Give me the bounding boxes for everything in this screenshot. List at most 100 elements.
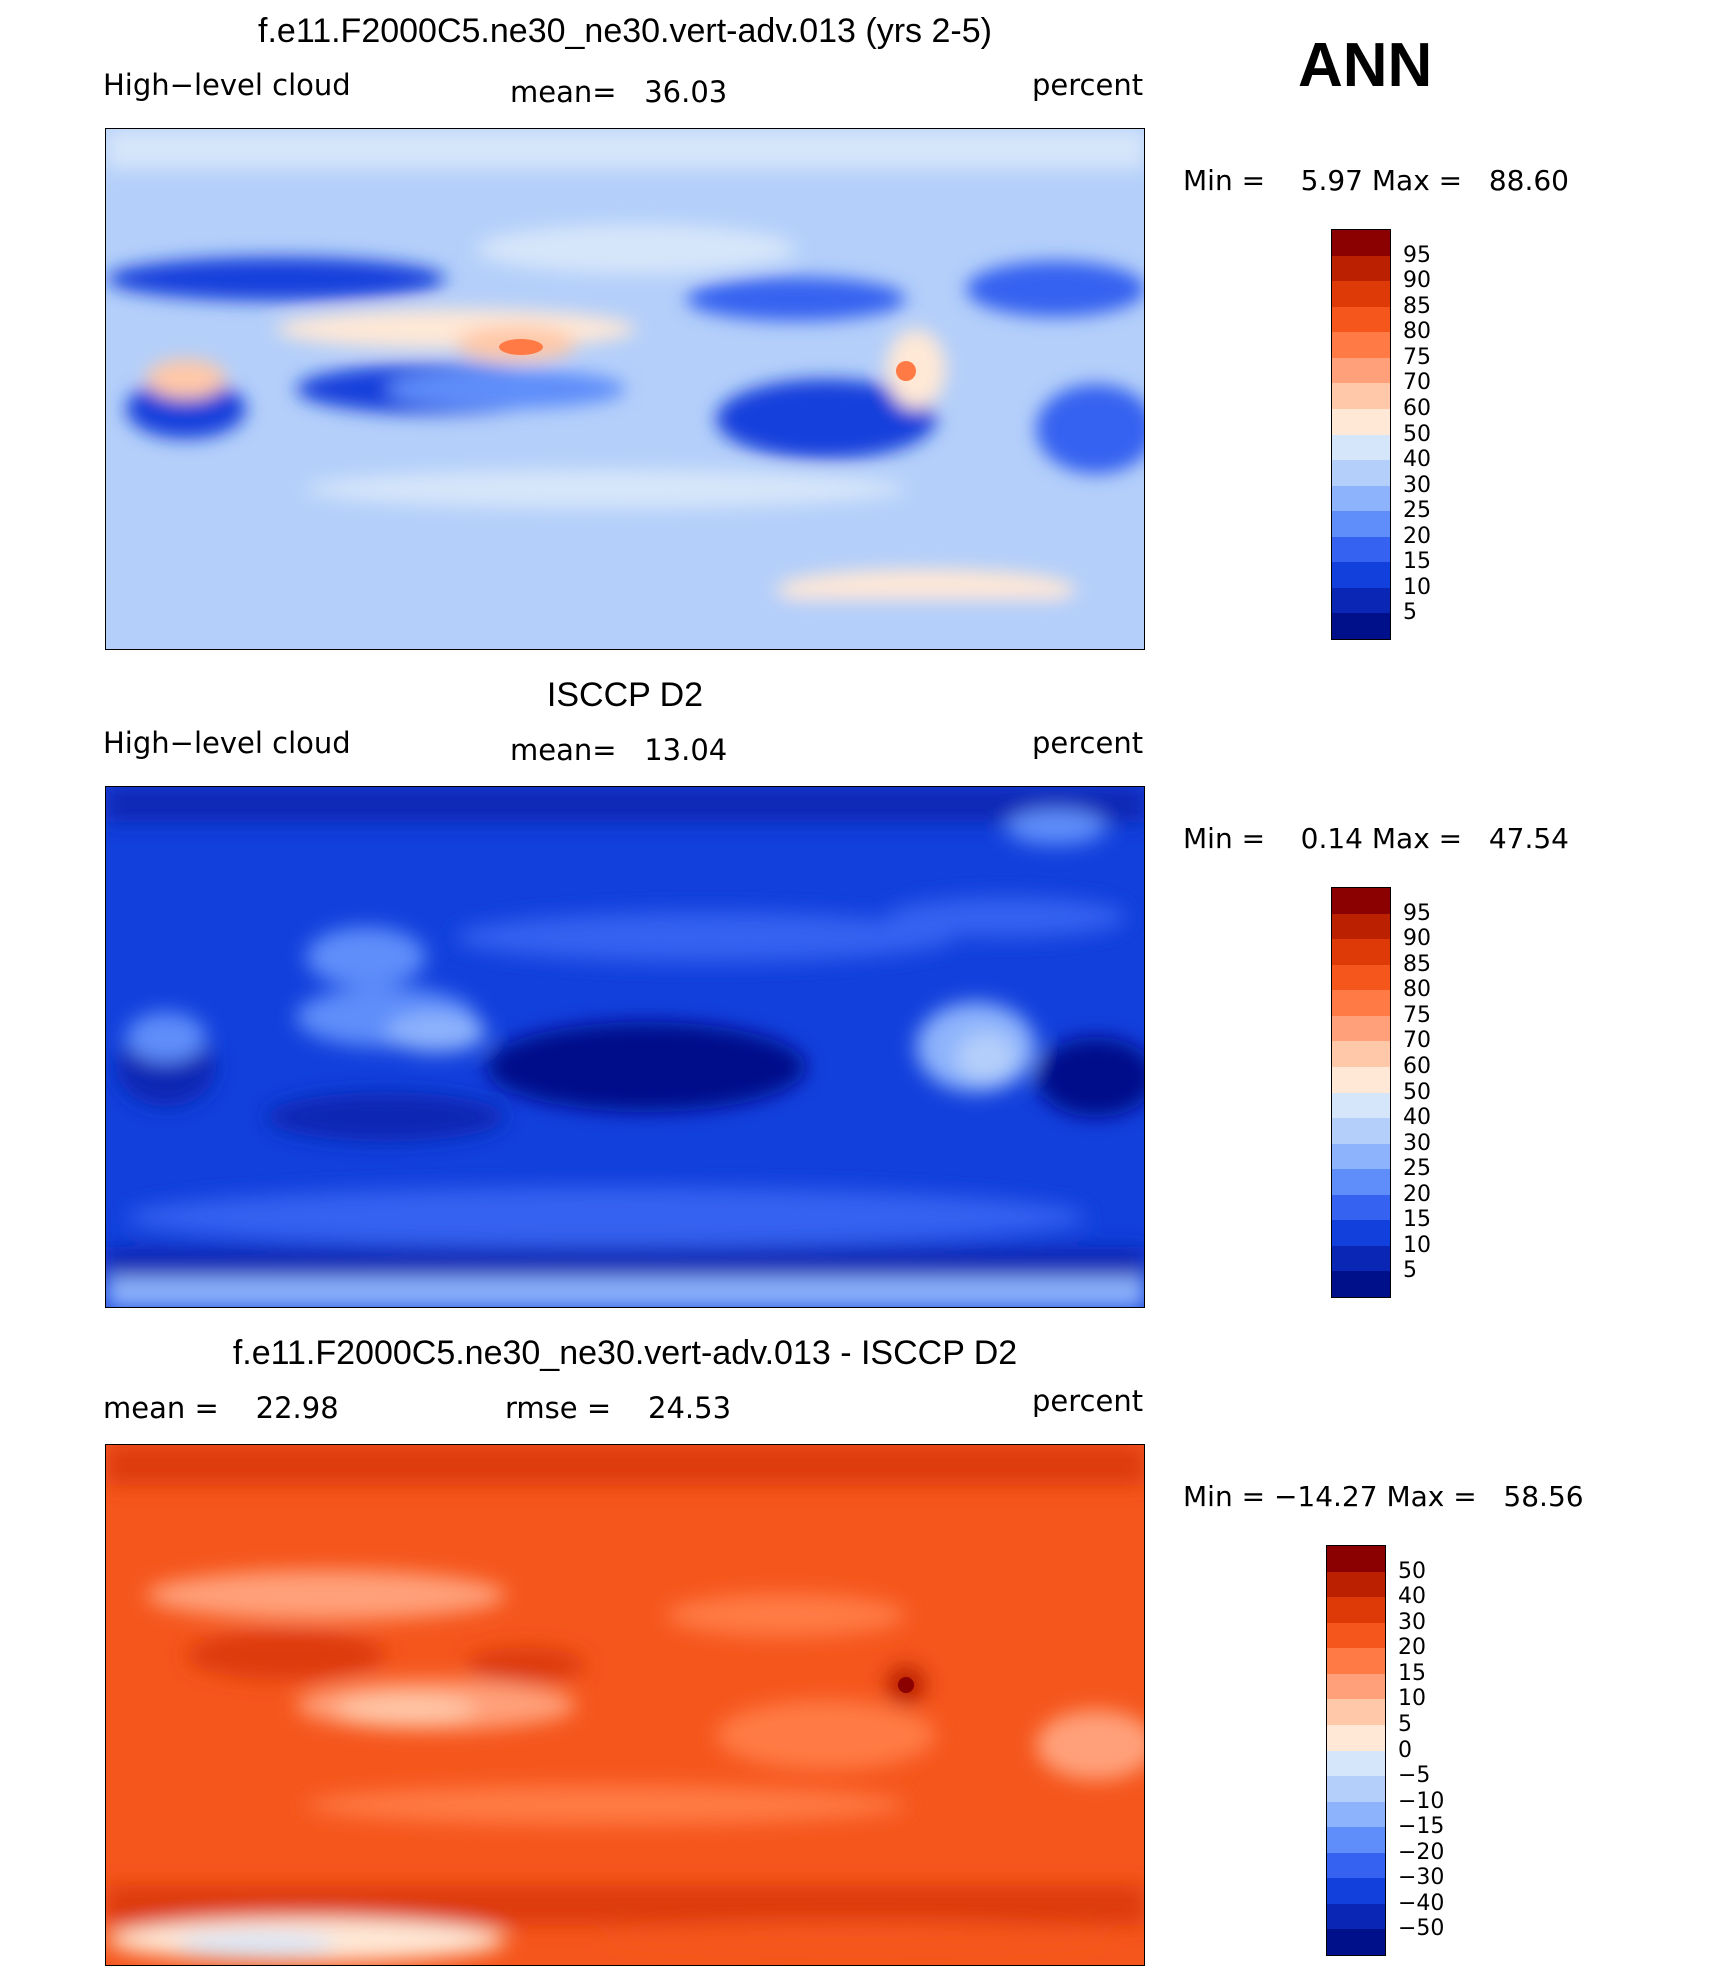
colorbar-swatch [1327,1622,1385,1649]
colorbar-tick-label: 50 [1403,421,1431,447]
colorbar-swatch [1332,485,1390,512]
colorbar-swatch [1332,1271,1390,1297]
colorbar-tick-label: 75 [1403,344,1431,370]
colorbar-swatch [1327,1648,1385,1674]
colorbar-tick-label: 80 [1403,319,1431,345]
colorbar-tick-label: 15 [1403,1207,1431,1233]
colorbar-swatch [1332,281,1390,307]
colorbar-swatch [1332,230,1390,256]
panel-1-title: f.e11.F2000C5.ne30_ne30.vert-adv.013 (yr… [258,12,992,50]
colorbar-swatch [1332,306,1390,333]
colorbar-swatch [1327,1903,1385,1930]
colorbar-tick-label: 85 [1403,293,1431,319]
colorbar-tick-label: 90 [1403,268,1431,294]
colorbar-swatch [1332,434,1390,461]
colorbar-swatch [1327,1597,1385,1623]
colorbar-tick-label: 15 [1403,549,1431,575]
colorbar-tick-label: 30 [1403,472,1431,498]
colorbar-swatch [1327,1827,1385,1853]
colorbar-swatch [1332,888,1390,914]
colorbar-tick-label: 95 [1403,900,1431,926]
colorbar-swatch [1332,562,1390,588]
panel-2-title: ISCCP D2 [546,676,704,714]
colorbar-tick-label: −15 [1398,1814,1445,1840]
colorbar-tick-label: 50 [1403,1079,1431,1105]
colorbar-swatch [1332,990,1390,1016]
colorbar-swatch [1332,1194,1390,1221]
colorbar-tick-label: 95 [1403,242,1431,268]
colorbar-tick-label: 60 [1403,1053,1431,1079]
colorbar-swatch [1332,408,1390,435]
colorbar-tick-label: −30 [1398,1865,1445,1891]
colorbar-tick-label: 30 [1398,1609,1426,1635]
colorbar-tick-label: 15 [1398,1660,1426,1686]
colorbar-tick-label: 20 [1403,523,1431,549]
colorbar-swatch [1332,460,1390,486]
colorbar-swatch [1332,1220,1390,1246]
colorbar-tick-label: 40 [1398,1584,1426,1610]
colorbar-swatch [1327,1673,1385,1700]
colorbar-tick-label: −10 [1398,1788,1445,1814]
colorbar-swatch [1327,1571,1385,1598]
colorbar-tick-label: 5 [1403,1258,1417,1284]
colorbar-swatch [1332,357,1390,384]
panel-2-units-label: percent [1032,726,1144,760]
colorbar-swatch [1332,913,1390,940]
panel-2-colorbar [1331,887,1391,1298]
panel-1-units-label: percent [1032,68,1144,102]
colorbar-tick-label: 50 [1398,1558,1426,1584]
colorbar-tick-label: 40 [1403,1105,1431,1131]
colorbar-tick-label: 75 [1403,1002,1431,1028]
colorbar-tick-label: 0 [1398,1737,1412,1763]
colorbar-swatch [1327,1776,1385,1802]
panel-1-map [105,128,1145,650]
colorbar-tick-label: 25 [1403,498,1431,524]
colorbar-swatch [1332,587,1390,614]
panel-3-colorbar [1326,1545,1386,1956]
colorbar-swatch [1327,1878,1385,1904]
colorbar-tick-label: 20 [1398,1635,1426,1661]
colorbar-swatch [1332,332,1390,358]
panel-2-map [105,786,1145,1308]
colorbar-tick-label: −20 [1398,1839,1445,1865]
colorbar-swatch [1332,939,1390,965]
colorbar-tick-label: 10 [1403,574,1431,600]
colorbar-swatch [1332,1118,1390,1144]
panel-1-mean-label: mean= 36.03 [510,75,728,109]
colorbar-swatch [1327,1724,1385,1751]
colorbar-swatch [1327,1929,1385,1955]
colorbar-swatch [1332,1143,1390,1170]
colorbar-tick-label: 10 [1403,1232,1431,1258]
colorbar-tick-label: 70 [1403,370,1431,396]
colorbar-swatch [1332,536,1390,563]
colorbar-swatch [1327,1750,1385,1777]
colorbar-tick-label: 10 [1398,1686,1426,1712]
colorbar-swatch [1332,964,1390,991]
colorbar-tick-label: −50 [1398,1916,1445,1942]
panel-2-mean-label: mean= 13.04 [510,733,728,767]
panel-3-mean-label: mean = 22.98 [103,1391,339,1425]
colorbar-tick-label: 60 [1403,395,1431,421]
colorbar-swatch [1327,1852,1385,1879]
colorbar-swatch [1332,511,1390,537]
season-label: ANN [1298,31,1433,100]
panel-3-title: f.e11.F2000C5.ne30_ne30.vert-adv.013 - I… [232,1334,1018,1372]
colorbar-swatch [1332,1041,1390,1067]
colorbar-tick-label: 5 [1398,1711,1412,1737]
colorbar-swatch [1327,1546,1385,1572]
colorbar-tick-label: 25 [1403,1156,1431,1182]
colorbar-tick-label: 30 [1403,1130,1431,1156]
colorbar-tick-label: 80 [1403,977,1431,1003]
panel-3-units-label: percent [1032,1384,1144,1418]
colorbar-swatch [1332,1169,1390,1195]
panel-3-rmse-label: rmse = 24.53 [505,1391,732,1425]
colorbar-tick-label: 70 [1403,1028,1431,1054]
colorbar-tick-label: −40 [1398,1890,1445,1916]
panel-2-variable-label: High−level cloud [103,726,351,760]
colorbar-swatch [1332,613,1390,639]
colorbar-tick-label: 20 [1403,1181,1431,1207]
panel-2-minmax: Min = 0.14 Max = 47.54 [1183,822,1569,855]
colorbar-tick-label: 85 [1403,951,1431,977]
colorbar-swatch [1327,1801,1385,1828]
colorbar-swatch [1332,1245,1390,1272]
